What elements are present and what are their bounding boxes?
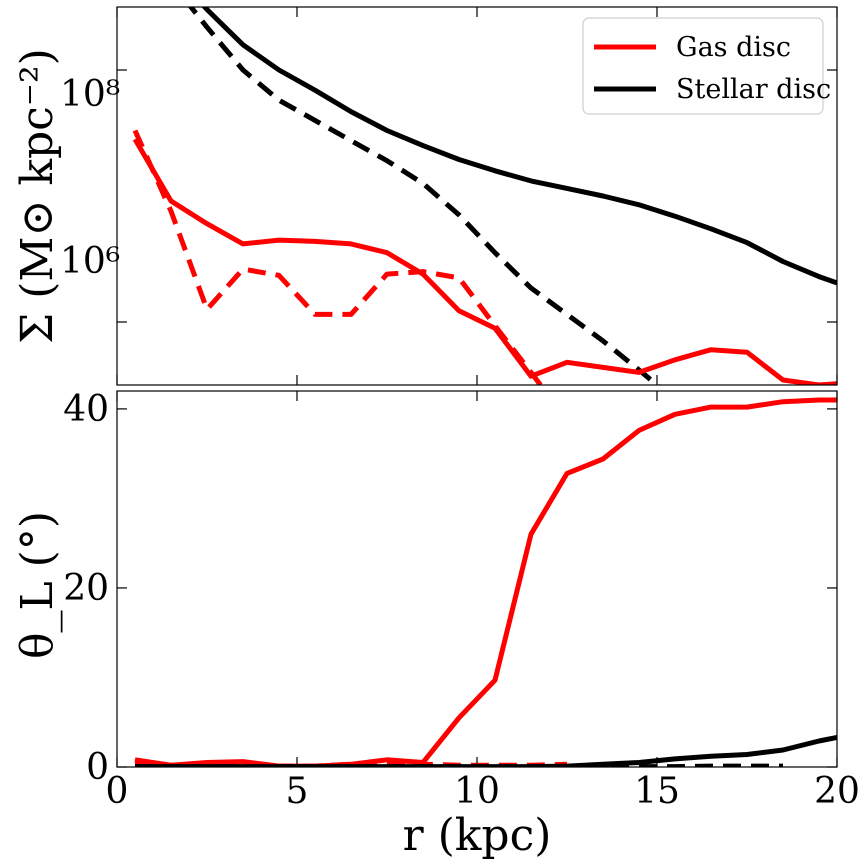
legend-label-gas: Gas disc: [676, 32, 791, 63]
xtick-label-0: 0: [106, 771, 129, 812]
top-series-gas-disc: [132, 138, 837, 385]
bottom-ylabel: θ_L (°): [12, 511, 63, 659]
top-series-group: [132, 7, 837, 385]
xtick-label-5: 5: [286, 771, 309, 812]
ytick-label-1e8: 10⁸: [60, 74, 120, 115]
bottom-panel: 0 5 10 15 20 0 20 40 θ_L (°) r (kpc): [12, 389, 860, 861]
xtick-label-20: 20: [814, 771, 860, 812]
legend-label-stellar: Stellar disc: [676, 74, 831, 105]
bottom-ticks: 0 5 10 15 20 0 20 40: [63, 389, 860, 812]
top-series-stellar-disc-dashed: [187, 7, 661, 385]
bottom-ytick-label-0: 0: [86, 747, 109, 788]
top-ylabel: Σ (M⊙ kpc⁻²): [12, 48, 63, 344]
bottom-series-group: [134, 397, 837, 767]
top-series-gas-disc-dashed: [132, 129, 544, 385]
ytick-label-1e6: 10⁶: [60, 241, 120, 282]
top-series-stellar-disc: [201, 7, 837, 286]
xlabel: r (kpc): [403, 810, 552, 861]
bottom-ytick-label-20: 20: [63, 568, 109, 609]
bottom-ytick-label-40: 40: [63, 389, 109, 430]
bottom-frame: [116, 390, 838, 768]
top-frame: [116, 6, 838, 386]
xtick-label-10: 10: [454, 771, 500, 812]
xtick-label-15: 15: [634, 771, 680, 812]
legend: Gas disc Stellar disc: [582, 17, 831, 115]
bottom-series-gas-disc: [134, 397, 837, 767]
top-panel: 10⁸ 10⁶ Σ (M⊙ kpc⁻²) Gas disc Stellar di…: [12, 6, 838, 386]
